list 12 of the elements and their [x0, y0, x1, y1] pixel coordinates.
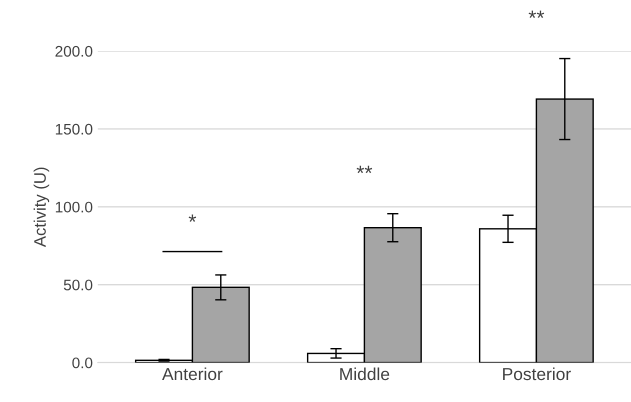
y-tick-label: 0.0: [72, 357, 92, 368]
annotation: **: [356, 166, 372, 174]
x-tick-label: Posterior: [503, 367, 571, 380]
x-tick-label: Anterior: [162, 367, 223, 380]
x-tick-label: Middle: [340, 367, 390, 380]
y-tick-label: 100.0: [56, 202, 92, 213]
y-tick-label: 200.0: [55, 46, 92, 57]
y-axis-title: Activity (U): [34, 168, 50, 248]
text: **: [528, 10, 544, 18]
y-tick-label: 50.0: [64, 280, 92, 290]
y-tick-label: 150.0: [56, 124, 92, 135]
annotation: *: [188, 214, 196, 222]
